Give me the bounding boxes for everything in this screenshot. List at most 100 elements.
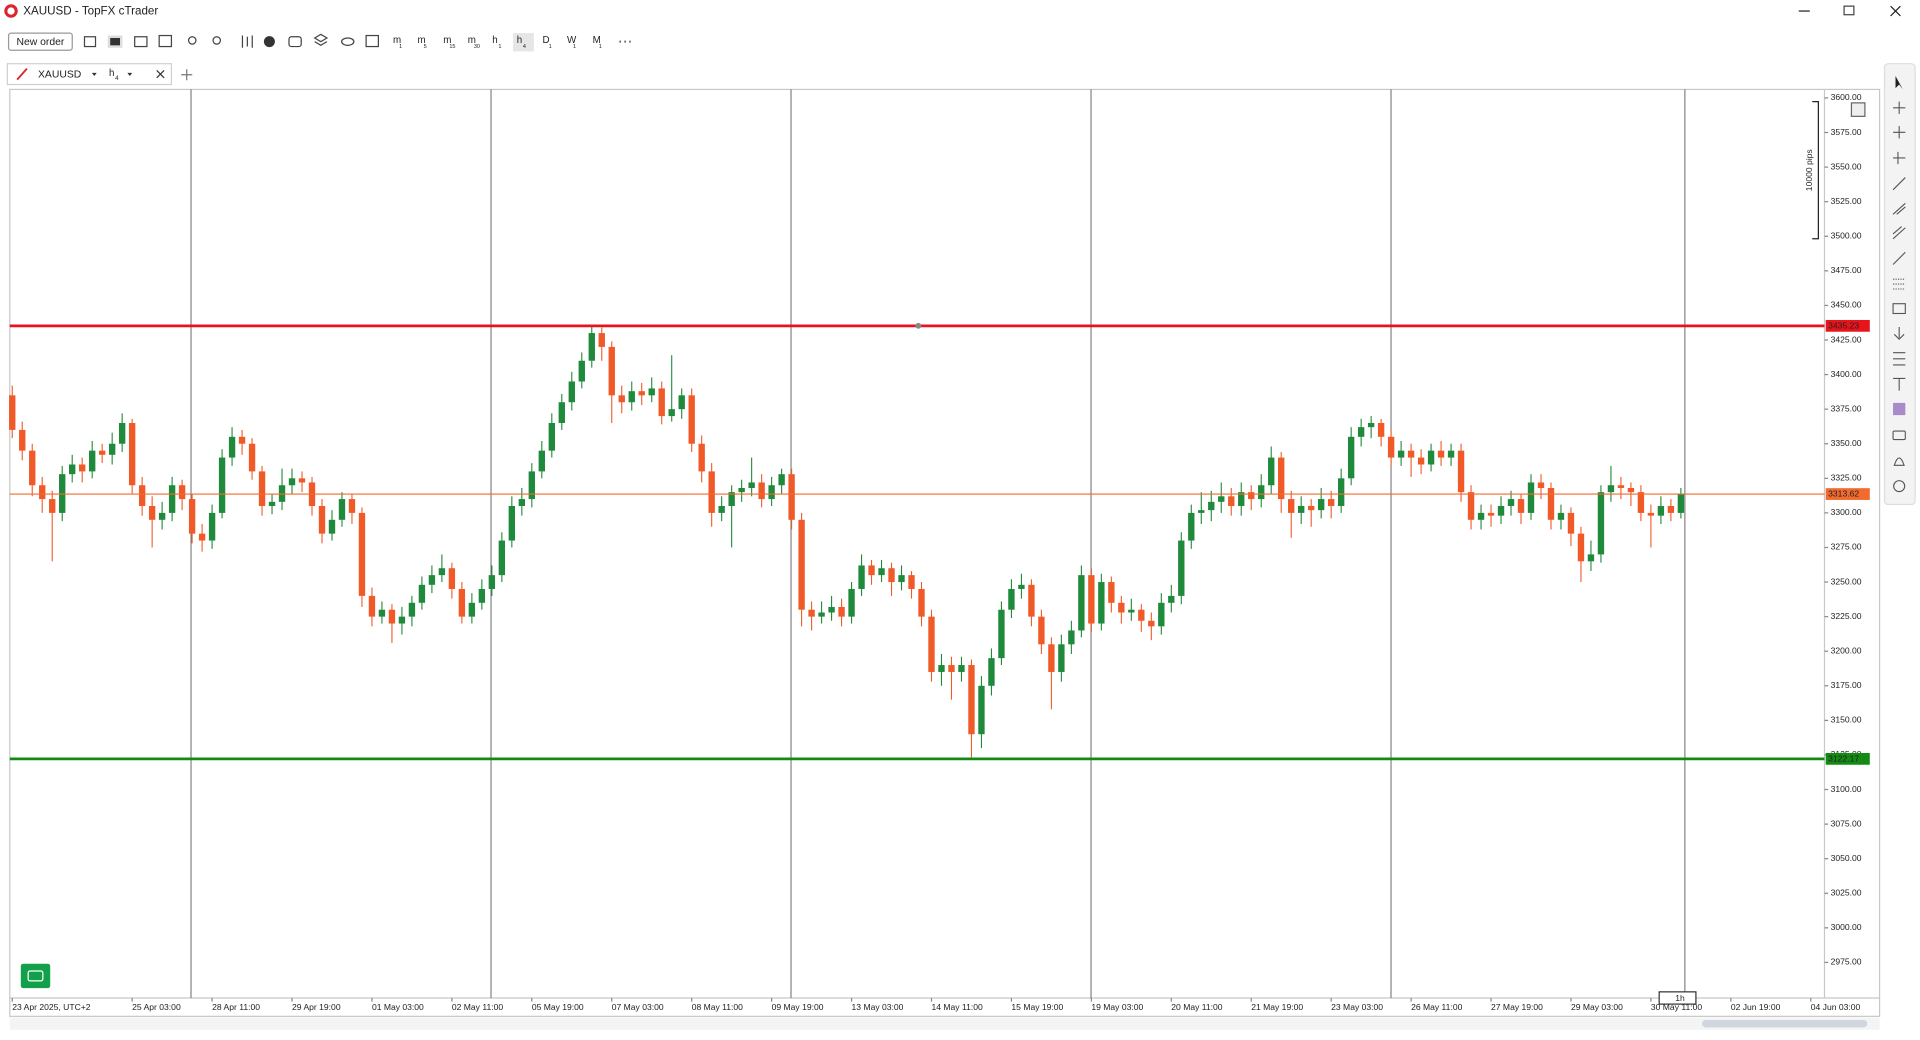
indicators-icon[interactable]: [263, 36, 275, 48]
close-button[interactable]: [1890, 5, 1901, 17]
candle-body: [19, 429, 26, 451]
zoom-out-icon[interactable]: [212, 36, 222, 45]
candle-body: [108, 443, 116, 455]
candle-body: [928, 616, 935, 672]
drawing-icon[interactable]: [365, 34, 379, 48]
candle-body: [918, 588, 925, 617]
candle-body: [408, 602, 416, 617]
candle-body: [328, 519, 336, 534]
timeframe-letter[interactable]: m: [393, 35, 401, 46]
candle-body: [908, 575, 915, 589]
scrollbar-thumb[interactable]: [1702, 1020, 1868, 1028]
candle-body: [878, 568, 885, 576]
zoom-in-icon[interactable]: [187, 36, 197, 45]
candle-body: [548, 422, 555, 451]
candle-body: [1477, 512, 1485, 520]
color-tool[interactable]: [1893, 402, 1906, 416]
replay-tool[interactable]: [1893, 480, 1906, 493]
text-tool[interactable]: [1893, 377, 1906, 391]
timeframe-letter[interactable]: D: [542, 35, 549, 46]
candle-body: [988, 658, 995, 686]
timeframe-letter[interactable]: M: [593, 35, 601, 46]
chart-mode-icon[interactable]: [158, 34, 173, 48]
candle-body: [1557, 512, 1565, 520]
candle-body: [1377, 422, 1385, 437]
restore-button[interactable]: [1843, 5, 1855, 16]
candle-body: [488, 575, 496, 589]
trend-line-tool[interactable]: [1892, 177, 1906, 191]
x-tick-label: 01 May 03:00: [372, 1002, 424, 1012]
candle-body: [858, 565, 865, 589]
candle-body: [148, 505, 156, 520]
fibonacci-tool[interactable]: [1893, 278, 1906, 290]
candle-body: [188, 499, 196, 534]
candle-body: [158, 512, 166, 520]
chart-tab[interactable]: [6, 63, 173, 86]
candle-body: [1357, 427, 1365, 437]
horizontal-line-tool[interactable]: [1893, 151, 1906, 165]
candle-body: [1497, 505, 1505, 516]
layers-icon[interactable]: [313, 33, 329, 47]
crosshair-tool[interactable]: [1893, 101, 1906, 114]
timeframe-letter[interactable]: h: [517, 35, 522, 46]
candle-body: [118, 422, 126, 444]
candle-body: [1298, 505, 1305, 513]
quick-trade-toggle[interactable]: [1850, 102, 1866, 117]
candle-body: [568, 381, 575, 403]
candle-body: [1397, 450, 1405, 458]
candle-body: [748, 482, 755, 489]
candle-body: [1537, 482, 1545, 489]
alert-tool[interactable]: [1893, 457, 1905, 466]
candle-body: [1577, 533, 1585, 562]
new-order-button[interactable]: [7, 32, 73, 51]
timeframe-letter[interactable]: m: [443, 35, 451, 46]
timeframe-letter[interactable]: h: [492, 35, 497, 46]
layout-icon[interactable]: [83, 36, 97, 48]
new-tab[interactable]: [181, 69, 193, 81]
bots-icon[interactable]: [288, 36, 302, 48]
measure-tool[interactable]: [1893, 126, 1906, 139]
x-tick-label: 25 Apr 03:00: [132, 1002, 181, 1012]
x-tick-label: 09 May 19:00: [772, 1002, 824, 1012]
timeframe-letter[interactable]: W: [567, 35, 577, 46]
y-tick-label: 3200.00: [1831, 645, 1862, 655]
y-tick-label: 3150.00: [1831, 715, 1862, 725]
timeframe-letter[interactable]: m: [418, 35, 426, 46]
screenshot-tool[interactable]: [1892, 430, 1906, 441]
levels-tool[interactable]: [1893, 352, 1906, 366]
y-tick-label: 3425.00: [1831, 334, 1862, 344]
gann-tool[interactable]: [1892, 251, 1906, 265]
candle-body: [1188, 512, 1195, 541]
x-tick-label: 13 May 03:00: [852, 1002, 904, 1012]
x-tick-label: 27 May 19:00: [1491, 1002, 1543, 1012]
channel-tool[interactable]: [1892, 202, 1906, 215]
candle-body: [228, 436, 236, 458]
candle-body: [468, 602, 476, 617]
pips-label: 10000 pips: [1804, 149, 1814, 191]
candle-body: [828, 606, 835, 613]
line-handle[interactable]: [915, 322, 922, 329]
symbol-dropdown[interactable]: [91, 72, 97, 76]
candle-body: [608, 346, 615, 396]
drawing-toolbar: [1883, 63, 1916, 506]
candle-body: [1018, 584, 1025, 589]
candle-body: [1268, 457, 1275, 486]
rectangle-tool[interactable]: [1892, 303, 1906, 315]
y-tick-label: 3375.00: [1831, 403, 1862, 413]
timeframe-marker: [1658, 991, 1697, 1005]
timeframe-dropdown[interactable]: [127, 72, 133, 76]
timeframe-letter[interactable]: m: [468, 35, 476, 46]
arrow-tool[interactable]: [1893, 326, 1905, 340]
bot-button[interactable]: [20, 963, 51, 989]
pitchfork-tool[interactable]: [1892, 226, 1906, 240]
visibility-icon[interactable]: [341, 37, 355, 46]
candle-body: [1258, 485, 1265, 500]
y-tick-label: 3000.00: [1831, 922, 1862, 932]
candle-body: [518, 499, 526, 506]
new-order-label: New order: [16, 37, 64, 48]
chart-type-icon[interactable]: [241, 35, 253, 48]
multi-chart-icon[interactable]: [134, 36, 148, 48]
timeframe-marker-label: 1h: [1675, 993, 1685, 1003]
tab-close[interactable]: [156, 69, 165, 79]
